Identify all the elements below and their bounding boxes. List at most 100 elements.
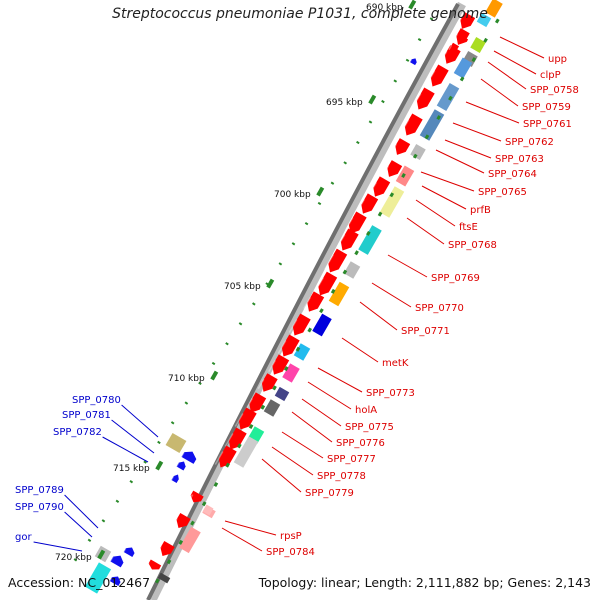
forward-gene-15-highlight xyxy=(303,297,311,310)
gene-block-9[interactable] xyxy=(410,144,426,160)
callout-right[interactable]: upp xyxy=(499,36,567,65)
callout-right[interactable]: ftsE xyxy=(415,199,478,233)
forward-gene-10[interactable] xyxy=(357,193,379,216)
gene-block-12[interactable] xyxy=(358,225,382,255)
forward-gene-23[interactable] xyxy=(214,445,237,470)
callout-right[interactable]: SPP_0771 xyxy=(359,301,450,337)
gene-block-19[interactable] xyxy=(263,399,281,417)
callout-right[interactable]: SPP_0765 xyxy=(420,171,527,198)
forward-gene-17[interactable] xyxy=(277,334,300,359)
callout-right[interactable]: SPP_0762 xyxy=(452,122,554,148)
gene-label: metK xyxy=(382,358,409,369)
reverse-gene-2[interactable] xyxy=(165,432,187,454)
forward-gene-13[interactable] xyxy=(324,248,348,276)
callout-left[interactable]: SPP_0782 xyxy=(53,427,149,463)
forward-gene-27[interactable] xyxy=(146,559,162,573)
gene-block-clpp-arrow[interactable] xyxy=(448,42,460,53)
forward-gene-8-shape xyxy=(387,160,403,177)
gene-block-15[interactable] xyxy=(312,313,332,337)
reverse-gene-7[interactable] xyxy=(109,553,125,568)
callout-right[interactable]: SPP_0773 xyxy=(317,367,415,399)
accession-text: Accession: NC_012467 xyxy=(8,575,151,590)
gene-block-2[interactable] xyxy=(476,12,492,28)
callout-right[interactable]: rpsP xyxy=(224,520,302,542)
callout-right[interactable]: SPP_0775 xyxy=(301,398,394,433)
reverse-gene-3[interactable] xyxy=(180,448,198,464)
callout-right[interactable]: SPP_0768 xyxy=(406,217,497,251)
forward-gene-19[interactable] xyxy=(257,373,278,395)
callout-right[interactable]: clpP xyxy=(493,50,561,81)
forward-gene-11[interactable] xyxy=(344,211,367,236)
gene-block-4[interactable] xyxy=(470,37,486,53)
forward-gene-rpsp-a[interactable] xyxy=(189,491,202,503)
callout-right[interactable]: SPP_0761 xyxy=(465,101,572,130)
gene-block-6[interactable] xyxy=(453,57,473,79)
forward-gene-25[interactable] xyxy=(172,512,191,531)
callout-left[interactable]: SPP_0780 xyxy=(72,395,159,438)
forward-gene-8[interactable] xyxy=(383,160,403,180)
reverse-gene-5[interactable] xyxy=(170,473,180,483)
callout-left[interactable]: gor xyxy=(15,532,83,552)
callout-right[interactable]: SPP_0784 xyxy=(221,527,315,558)
callout-right[interactable]: SPP_0759 xyxy=(480,78,571,113)
scale-guide xyxy=(66,17,434,571)
gene-label: SPP_0763 xyxy=(495,154,544,165)
gene-block-8[interactable] xyxy=(419,109,445,141)
reverse-gene-9[interactable] xyxy=(84,562,112,594)
callout-left[interactable]: SPP_0789 xyxy=(15,485,99,529)
gene-block-23[interactable] xyxy=(179,526,201,554)
callout-right[interactable]: SPP_0777 xyxy=(281,431,376,465)
forward-gene-rpsp-b[interactable] xyxy=(202,504,214,516)
gene-block-10[interactable] xyxy=(395,165,415,187)
forward-gene-1[interactable] xyxy=(456,12,476,32)
reverse-gene-10[interactable] xyxy=(109,574,123,586)
forward-gene-6[interactable] xyxy=(400,113,423,138)
callout-right[interactable]: SPP_0769 xyxy=(387,254,480,284)
callout-right[interactable]: SPP_0763 xyxy=(444,139,544,165)
reverse-gene-10-shape xyxy=(109,576,121,586)
forward-gene-16[interactable] xyxy=(288,313,311,338)
gene-block-21[interactable] xyxy=(233,436,259,468)
forward-gene-2[interactable] xyxy=(452,28,472,48)
forward-gene-26[interactable] xyxy=(156,540,175,559)
forward-gene-14[interactable] xyxy=(314,271,338,299)
forward-gene-7[interactable] xyxy=(391,138,411,158)
callout-right[interactable]: prfB xyxy=(421,185,491,216)
scale-label: 715 kbp xyxy=(113,464,150,474)
forward-gene-18[interactable] xyxy=(268,354,290,377)
forward-gene-3[interactable] xyxy=(440,45,461,67)
gene-label: SPP_0759 xyxy=(522,102,571,113)
gene-block-11[interactable] xyxy=(379,186,405,218)
reverse-gene-1[interactable] xyxy=(409,57,418,66)
forward-gene-20[interactable] xyxy=(245,392,267,415)
gene-block-1[interactable] xyxy=(485,0,503,18)
forward-gene-12[interactable] xyxy=(336,228,359,253)
gene-block-24[interactable] xyxy=(157,572,171,584)
forward-gene-5[interactable] xyxy=(412,87,435,112)
callout-right[interactable]: holA xyxy=(307,381,377,416)
forward-gene-9[interactable] xyxy=(369,176,391,199)
callout-left[interactable]: SPP_0781 xyxy=(62,410,155,454)
gene-block-18[interactable] xyxy=(274,386,290,402)
gene-block-16[interactable] xyxy=(293,343,311,361)
gene-block-14[interactable] xyxy=(328,281,350,307)
reverse-gene-8[interactable] xyxy=(123,545,137,557)
callout-right[interactable]: SPP_0764 xyxy=(435,149,537,180)
minor-tick xyxy=(377,211,383,217)
reverse-gene-4[interactable] xyxy=(175,460,188,471)
forward-gene-4[interactable] xyxy=(426,64,449,89)
forward-gene-22[interactable] xyxy=(224,427,247,452)
callout-right[interactable]: SPP_0770 xyxy=(371,282,464,314)
callout-right[interactable]: metK xyxy=(341,337,409,369)
gene-block-17[interactable] xyxy=(282,363,300,383)
callout-left[interactable]: SPP_0790 xyxy=(15,502,93,538)
callout-right[interactable]: SPP_0779 xyxy=(261,458,354,499)
callout-right[interactable]: SPP_0776 xyxy=(291,411,385,449)
callout-right[interactable]: SPP_0758 xyxy=(487,61,579,96)
forward-gene-15[interactable] xyxy=(303,291,325,314)
callout-right[interactable]: SPP_0778 xyxy=(271,446,366,482)
gene-block-7[interactable] xyxy=(436,82,460,112)
forward-gene-21[interactable] xyxy=(234,407,257,432)
minor-tick xyxy=(155,578,160,584)
gene-block-13[interactable] xyxy=(343,261,361,279)
